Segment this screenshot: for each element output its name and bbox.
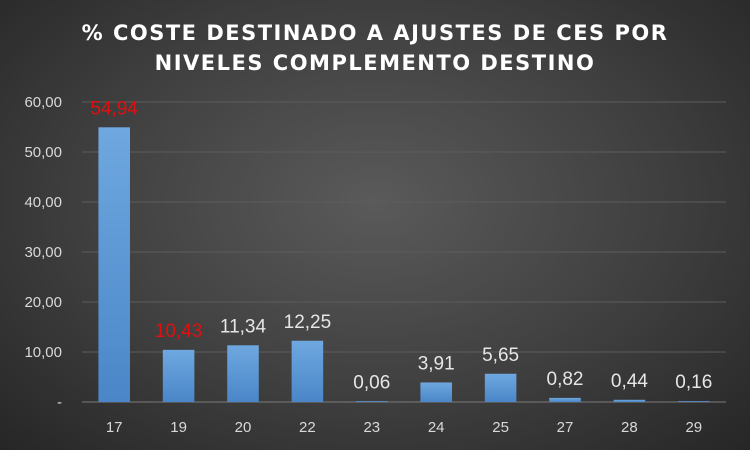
bar [162,349,195,402]
bar [227,345,259,402]
x-tick-label: 23 [363,419,380,436]
chart-title-line-1: % COSTE DESTINADO A AJUSTES DE CES POR [82,21,669,45]
x-tick-label: 19 [170,419,187,436]
data-label: 12,25 [284,312,332,333]
x-tick-label: 20 [235,419,252,436]
y-axis-ticks: - 10,00 20,00 30,00 40,00 50,00 60,00 [24,94,62,411]
data-label: 0,06 [353,373,390,394]
chart-title-line-2: NIVELES COMPLEMENTO DESTINO [155,51,596,75]
data-label: 11,34 [220,316,267,337]
x-axis-ticks: 17 19 20 22 23 24 25 27 28 29 [106,419,702,436]
x-tick-label: 22 [299,419,316,436]
bar [549,397,581,402]
y-tick-label: 10,00 [24,344,62,361]
x-tick-label: 28 [621,419,638,436]
bar [420,382,452,402]
y-tick-label: - [57,394,62,411]
x-tick-label: 27 [557,419,574,436]
bar [613,399,646,402]
bar [484,373,517,402]
y-tick-label: 50,00 [24,144,62,161]
y-tick-label: 20,00 [24,294,62,311]
bar [291,340,324,402]
data-label: 0,16 [675,372,712,393]
bar [678,401,710,402]
y-tick-label: 40,00 [24,194,62,211]
x-tick-label: 25 [492,419,509,436]
data-labels: 54,94 10,43 11,34 12,25 0,06 3,91 5,65 0,82 0,44… [90,98,712,393]
x-tick-label: 29 [685,419,702,436]
data-label: 54,94 [90,98,138,119]
bar [98,127,130,403]
data-label: 0,44 [611,371,648,392]
x-tick-label: 24 [428,419,445,436]
data-label: 3,91 [418,353,455,374]
bar [356,401,388,402]
data-label: 10,43 [155,321,203,342]
x-tick-label: 17 [106,419,123,436]
data-label: 0,82 [547,369,584,390]
data-label: 5,65 [482,345,519,366]
y-tick-label: 60,00 [24,94,62,111]
y-tick-label: 30,00 [24,244,62,261]
bars [98,127,710,403]
